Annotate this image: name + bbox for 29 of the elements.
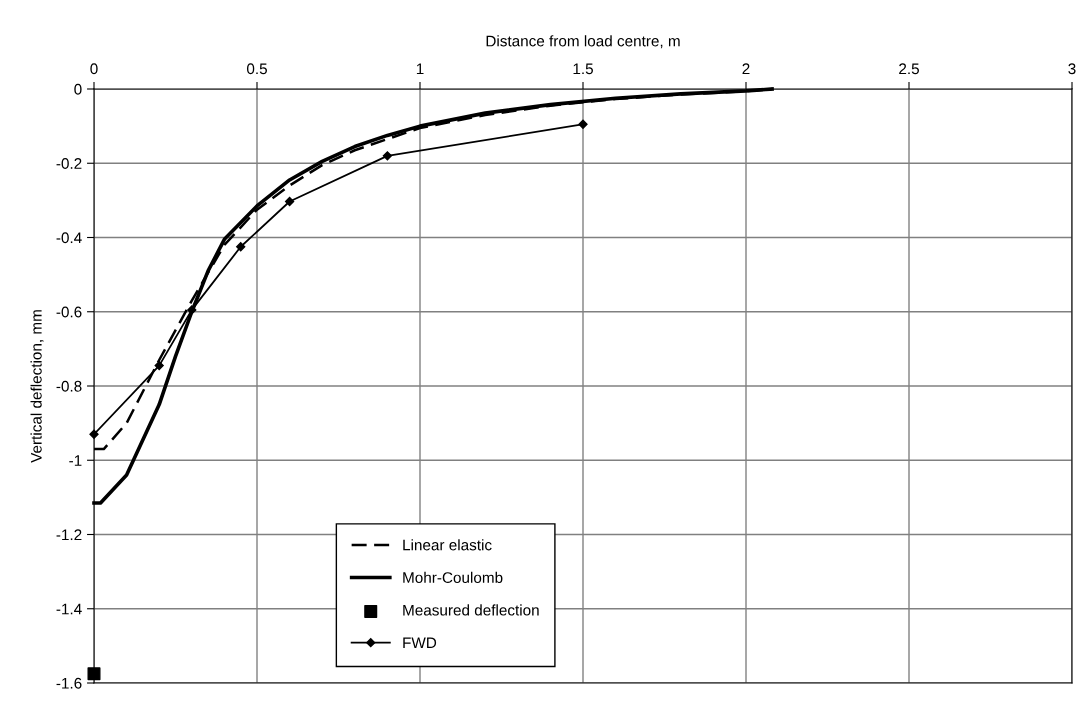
point xyxy=(154,360,164,371)
point xyxy=(578,119,588,129)
point xyxy=(284,196,295,207)
y-tick-label: -1.2 xyxy=(56,529,82,541)
point xyxy=(87,667,101,681)
y-tick-label: -0.2 xyxy=(56,158,82,169)
legend-label: Mohr-Coulomb xyxy=(403,571,503,583)
x-tick-label: 1 xyxy=(416,63,424,75)
legend-label: FWD xyxy=(403,637,437,648)
x-tick-label: 3 xyxy=(1068,63,1076,75)
y-tick-label: -1.6 xyxy=(56,677,82,689)
x-tick-label: 2.5 xyxy=(899,63,919,75)
x-tick-label: 2 xyxy=(742,63,750,75)
y-axis-title: Vertical deflection, mm xyxy=(30,310,44,463)
x-axis-title: Distance from load centre, m xyxy=(486,35,680,49)
x-tick-label: 1.5 xyxy=(573,63,593,75)
legend-label: Measured deflection xyxy=(403,604,539,616)
y-tick-label: -1 xyxy=(69,455,82,466)
point xyxy=(187,305,197,315)
y-tick-label: -0.4 xyxy=(56,232,82,244)
y-tick-label: -0.6 xyxy=(56,306,82,318)
point xyxy=(236,242,246,252)
point xyxy=(382,151,393,161)
y-tick-label: -1.4 xyxy=(56,603,82,615)
y-tick-label: 0 xyxy=(74,83,82,95)
legend-label: Linear elastic xyxy=(403,539,492,551)
x-tick-label: 0 xyxy=(90,63,98,75)
y-tick-label: -0.8 xyxy=(56,380,82,392)
x-tick-label: 0.5 xyxy=(246,63,267,75)
